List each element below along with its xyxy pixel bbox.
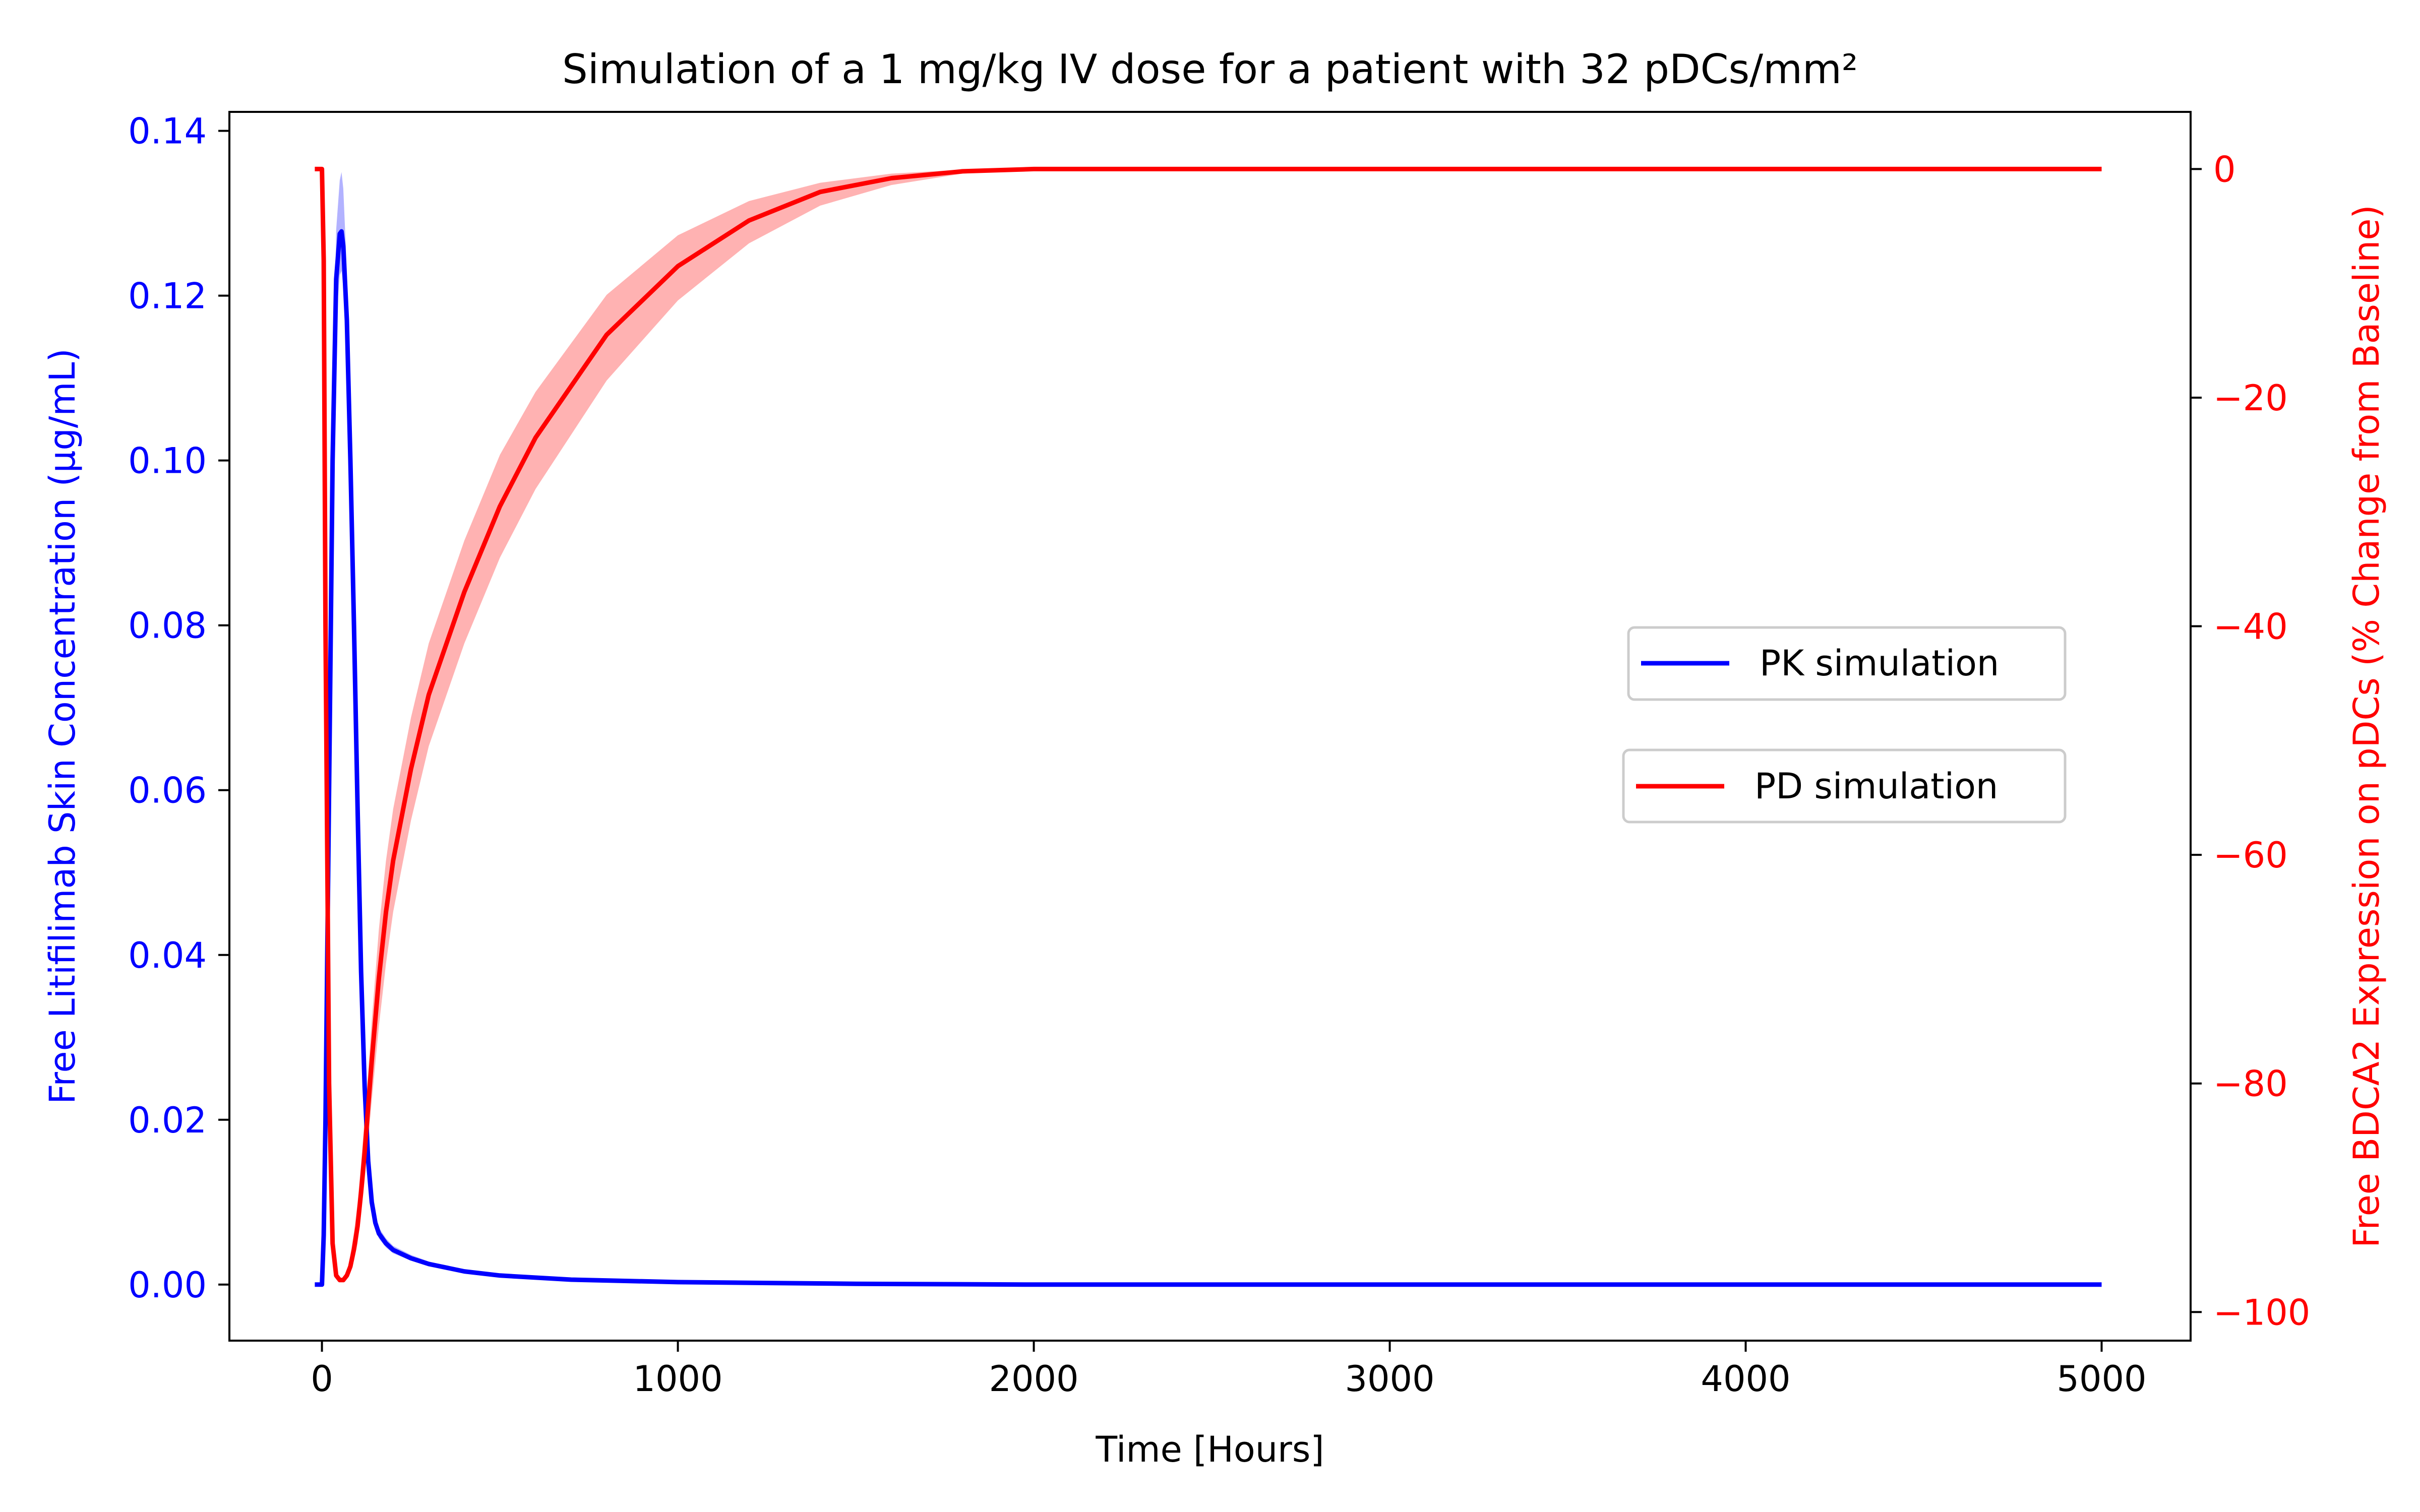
legend-pk: PK simulation (1627, 626, 2067, 701)
pk-simulation-line (315, 229, 2102, 1287)
plot-area (315, 166, 2102, 1287)
x-tick-label: 0 (311, 1358, 333, 1400)
series-lines (315, 166, 2102, 1287)
y-left-axis: 0.00 0.02 0.04 0.06 0.08 0.10 0.12 0.14 (128, 111, 229, 1306)
legend-pk-box (1627, 626, 2067, 701)
x-tick-label: 1000 (633, 1358, 722, 1400)
pd-simulation-line (315, 166, 2102, 1283)
y-left-tick-label: 0.00 (128, 1265, 207, 1306)
y-right-tick-label: −20 (2213, 377, 2288, 419)
y-right-tick-label: −60 (2213, 835, 2288, 876)
y-right-tick-label: −80 (2213, 1063, 2288, 1105)
x-axis-label: Time [Hours] (1095, 1429, 1324, 1470)
chart-title: Simulation of a 1 mg/kg IV dose for a pa… (562, 46, 1858, 93)
y-left-tick-label: 0.14 (128, 111, 207, 152)
y-left-tick-label: 0.06 (128, 770, 207, 811)
x-axis: 0 1000 2000 3000 4000 5000 (311, 1341, 2147, 1400)
y-left-tick-label: 0.04 (128, 935, 207, 976)
y-left-tick-label: 0.08 (128, 605, 207, 647)
y-right-tick-label: −100 (2213, 1292, 2310, 1333)
y-left-tick-label: 0.12 (128, 276, 207, 317)
legend-pd: PD simulation (1622, 748, 2067, 824)
x-tick-label: 2000 (989, 1358, 1078, 1400)
x-tick-label: 5000 (2056, 1358, 2146, 1400)
y-right-tick-label: −40 (2213, 606, 2288, 648)
legend-pk-label: PK simulation (1760, 643, 1999, 684)
y-left-tick-label: 0.10 (128, 440, 207, 482)
y-left-tick-label: 0.02 (128, 1100, 207, 1141)
x-tick-label: 4000 (1701, 1358, 1790, 1400)
y-left-axis-label: Free Litifilimab Skin Concentration (µg/… (42, 348, 83, 1104)
x-tick-label: 3000 (1345, 1358, 1434, 1400)
y-right-axis: 0 −20 −40 −60 −80 −100 (2191, 149, 2310, 1333)
y-right-axis-label: Free BDCA2 Expression on pDCs (% Change … (2346, 205, 2387, 1247)
legend-pd-label: PD simulation (1754, 766, 1998, 807)
legend-pd-box (1622, 748, 2067, 824)
plot-frame (228, 111, 2192, 1342)
y-right-tick-label: 0 (2213, 149, 2236, 190)
